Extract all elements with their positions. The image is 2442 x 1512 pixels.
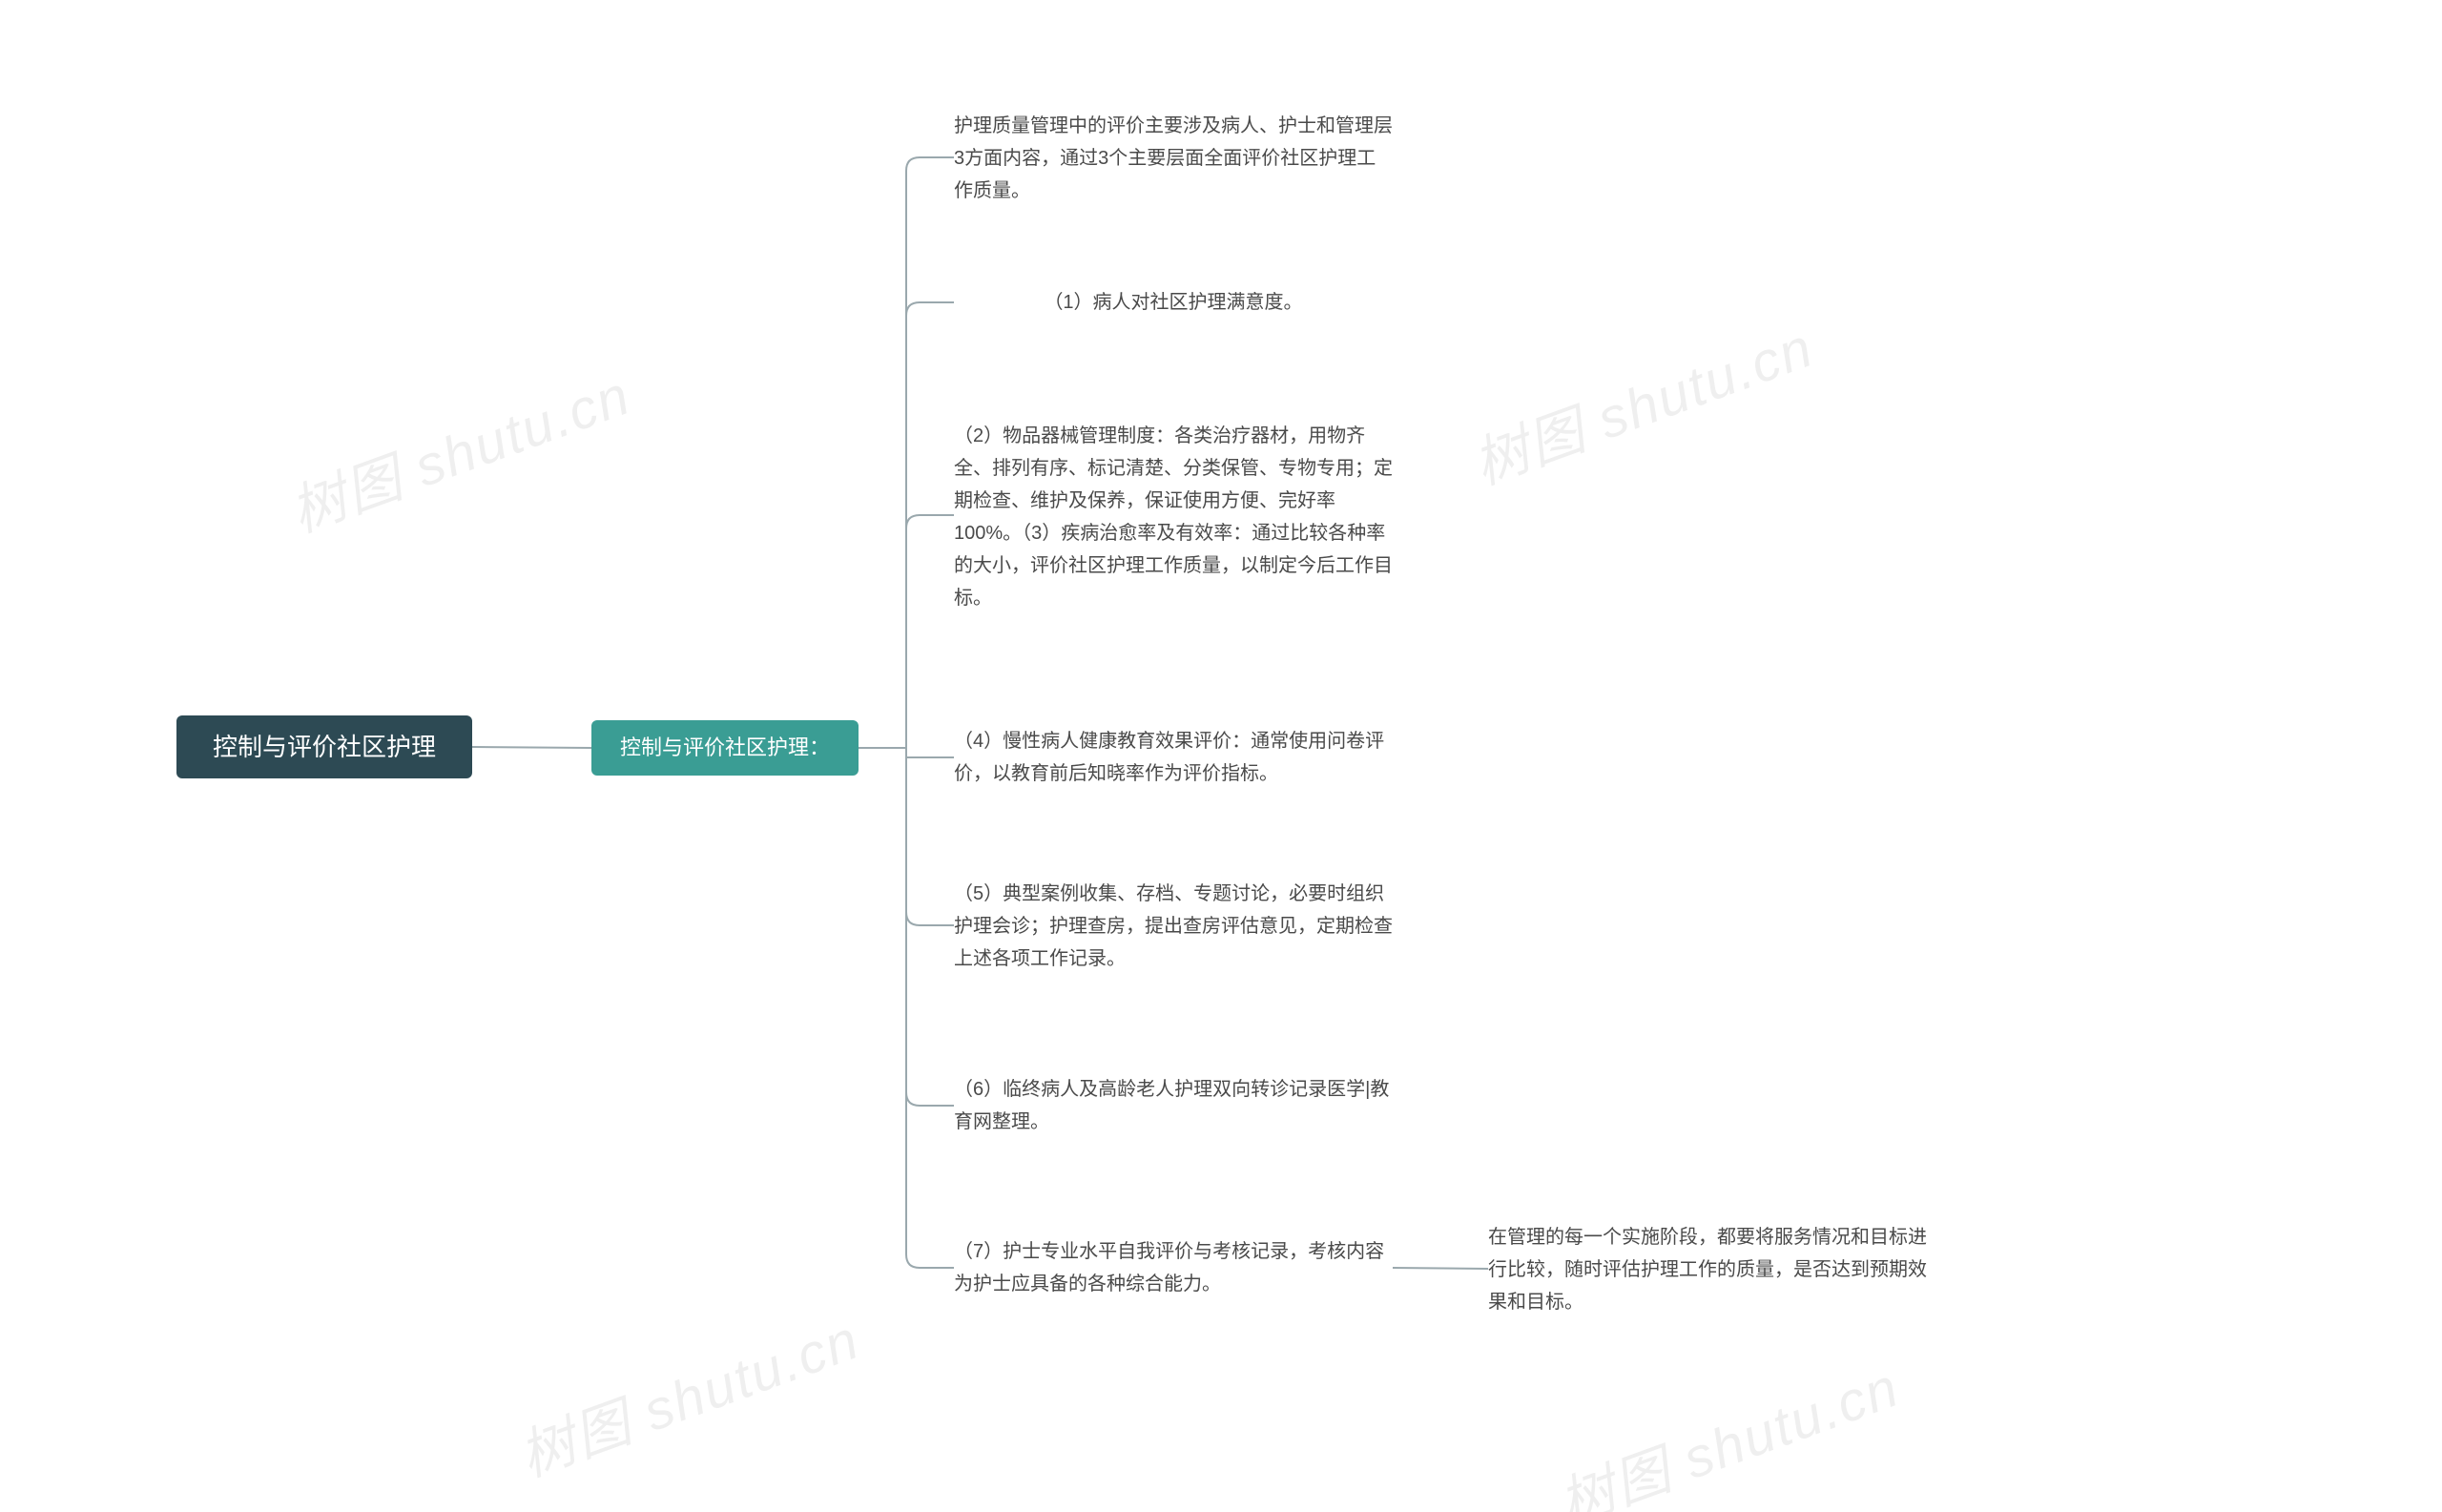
watermark: 树图 shutu.cn: [1460, 302, 1823, 500]
edge-l1-n4: [906, 748, 954, 757]
mindmap-leaf[interactable]: （2）物品器械管理制度：各类治疗器材，用物齐全、排列有序、标记清楚、分类保管、专…: [954, 420, 1393, 614]
mindmap-leaf[interactable]: （7）护士专业水平自我评价与考核记录，考核内容为护士应具备的各种综合能力。: [954, 1235, 1393, 1300]
root-label: 控制与评价社区护理: [213, 727, 436, 768]
mindmap-subleaf[interactable]: 在管理的每一个实施阶段，都要将服务情况和目标进行比较，随时评估护理工作的质量，是…: [1488, 1221, 1927, 1318]
edge-root-l1: [472, 747, 591, 748]
watermark: 树图 shutu.cn: [1546, 1342, 1909, 1512]
edge-l1-n2: [906, 302, 954, 748]
leaf-text: （1）病人对社区护理满意度。: [1044, 286, 1302, 319]
mindmap-leaf[interactable]: （6）临终病人及高龄老人护理双向转诊记录医学|教育网整理。: [954, 1073, 1393, 1138]
mindmap-leaf[interactable]: （5）典型案例收集、存档、专题讨论，必要时组织护理会诊；护理查房，提出查房评估意…: [954, 878, 1393, 975]
leaf-text: （6）临终病人及高龄老人护理双向转诊记录医学|教育网整理。: [954, 1073, 1393, 1138]
mindmap-leaf[interactable]: （4）慢性病人健康教育效果评价：通常使用问卷评价，以教育前后知晓率作为评价指标。: [954, 725, 1393, 790]
branch-label: 控制与评价社区护理：: [620, 731, 830, 765]
mindmap-branch[interactable]: 控制与评价社区护理：: [591, 720, 859, 776]
edge-l1-n5: [906, 748, 954, 925]
edge-l1-n7: [906, 748, 954, 1268]
leaf-text: 护理质量管理中的评价主要涉及病人、护士和管理层3方面内容，通过3个主要层面全面评…: [954, 110, 1393, 207]
mindmap-root[interactable]: 控制与评价社区护理: [176, 715, 472, 778]
edge-n7-n7a: [1393, 1268, 1488, 1269]
edge-l1-n1: [906, 157, 954, 748]
edge-l1-n6: [906, 748, 954, 1106]
watermark: 树图 shutu.cn: [278, 350, 640, 548]
mindmap-leaf[interactable]: （1）病人对社区护理满意度。: [954, 286, 1393, 319]
leaf-text: （5）典型案例收集、存档、专题讨论，必要时组织护理会诊；护理查房，提出查房评估意…: [954, 878, 1393, 975]
leaf-text: 在管理的每一个实施阶段，都要将服务情况和目标进行比较，随时评估护理工作的质量，是…: [1488, 1221, 1927, 1318]
leaf-text: （2）物品器械管理制度：各类治疗器材，用物齐全、排列有序、标记清楚、分类保管、专…: [954, 420, 1393, 614]
edge-l1-n3: [906, 515, 954, 748]
leaf-text: （7）护士专业水平自我评价与考核记录，考核内容为护士应具备的各种综合能力。: [954, 1235, 1393, 1300]
watermark: 树图 shutu.cn: [507, 1295, 869, 1492]
mindmap-leaf[interactable]: 护理质量管理中的评价主要涉及病人、护士和管理层3方面内容，通过3个主要层面全面评…: [954, 110, 1393, 207]
leaf-text: （4）慢性病人健康教育效果评价：通常使用问卷评价，以教育前后知晓率作为评价指标。: [954, 725, 1393, 790]
